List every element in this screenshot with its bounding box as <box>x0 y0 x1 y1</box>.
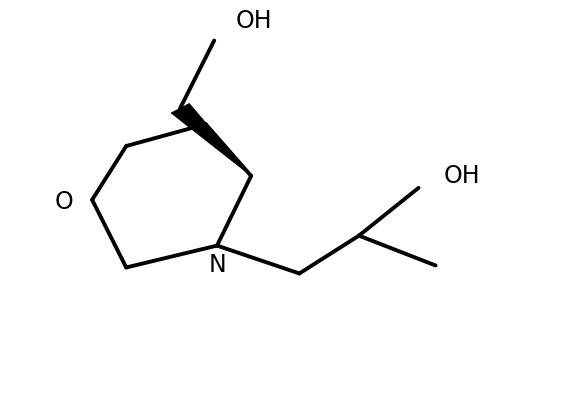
Text: OH: OH <box>444 164 481 188</box>
Text: N: N <box>208 254 226 278</box>
Text: O: O <box>54 190 73 214</box>
Polygon shape <box>171 104 251 176</box>
Text: OH: OH <box>236 9 272 33</box>
